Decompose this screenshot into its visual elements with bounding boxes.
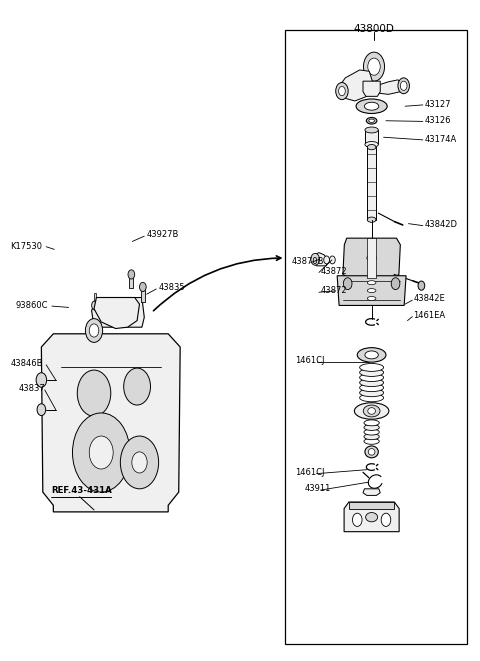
Bar xyxy=(141,289,145,302)
Text: REF.43-431A: REF.43-431A xyxy=(51,486,112,494)
Ellipse shape xyxy=(365,141,378,147)
Polygon shape xyxy=(363,81,380,97)
Text: 93860C: 93860C xyxy=(15,301,48,310)
Text: 43837: 43837 xyxy=(19,384,46,393)
Circle shape xyxy=(140,282,146,292)
Text: 43842D: 43842D xyxy=(424,221,457,229)
Circle shape xyxy=(77,370,111,416)
Circle shape xyxy=(336,83,348,100)
Text: 43126: 43126 xyxy=(424,116,451,125)
Text: 43800D: 43800D xyxy=(354,24,395,34)
Circle shape xyxy=(363,52,384,81)
Ellipse shape xyxy=(366,118,377,124)
Circle shape xyxy=(85,319,103,342)
Ellipse shape xyxy=(354,403,389,419)
Ellipse shape xyxy=(364,438,379,444)
Ellipse shape xyxy=(368,408,375,414)
Ellipse shape xyxy=(364,420,379,426)
Circle shape xyxy=(120,436,158,488)
Ellipse shape xyxy=(360,383,384,391)
Ellipse shape xyxy=(369,119,374,122)
Ellipse shape xyxy=(367,145,376,150)
Polygon shape xyxy=(343,238,400,278)
Circle shape xyxy=(89,436,113,469)
FancyArrowPatch shape xyxy=(154,256,281,311)
Circle shape xyxy=(132,452,147,473)
Text: 43842E: 43842E xyxy=(413,294,445,303)
Ellipse shape xyxy=(364,102,379,110)
Text: 43835: 43835 xyxy=(158,283,185,292)
Text: 43927B: 43927B xyxy=(147,230,179,239)
Ellipse shape xyxy=(363,405,380,417)
Text: 43872: 43872 xyxy=(321,266,347,276)
Bar xyxy=(94,293,96,301)
Circle shape xyxy=(124,368,151,405)
Text: 43174A: 43174A xyxy=(424,135,456,143)
Polygon shape xyxy=(92,297,144,327)
Circle shape xyxy=(381,513,391,526)
Circle shape xyxy=(89,324,99,337)
Ellipse shape xyxy=(365,351,378,359)
Text: 1461CJ: 1461CJ xyxy=(295,356,324,365)
Polygon shape xyxy=(41,334,180,512)
Text: 43870B: 43870B xyxy=(292,256,324,266)
Ellipse shape xyxy=(366,512,378,522)
Polygon shape xyxy=(337,276,406,305)
Text: 43127: 43127 xyxy=(424,100,451,109)
Ellipse shape xyxy=(360,394,384,402)
Ellipse shape xyxy=(365,446,378,458)
Circle shape xyxy=(338,87,345,96)
Ellipse shape xyxy=(356,99,387,114)
Ellipse shape xyxy=(367,281,376,285)
Text: 43846B: 43846B xyxy=(10,359,43,368)
Ellipse shape xyxy=(360,389,384,397)
Circle shape xyxy=(92,301,98,310)
Ellipse shape xyxy=(367,254,376,261)
Ellipse shape xyxy=(364,424,379,430)
Polygon shape xyxy=(338,70,374,101)
Text: 43911: 43911 xyxy=(305,485,331,493)
Ellipse shape xyxy=(368,449,375,455)
Ellipse shape xyxy=(367,297,376,301)
Polygon shape xyxy=(363,488,380,495)
Ellipse shape xyxy=(357,348,386,362)
Circle shape xyxy=(37,404,46,416)
Ellipse shape xyxy=(364,434,379,440)
Ellipse shape xyxy=(360,373,384,381)
Circle shape xyxy=(324,256,329,264)
Bar xyxy=(286,30,468,644)
Polygon shape xyxy=(344,502,399,531)
Circle shape xyxy=(36,373,47,387)
Ellipse shape xyxy=(360,369,384,377)
Text: 43872: 43872 xyxy=(321,286,347,295)
Bar xyxy=(367,147,376,219)
Polygon shape xyxy=(94,297,140,329)
Circle shape xyxy=(400,81,407,91)
Ellipse shape xyxy=(360,379,384,387)
Circle shape xyxy=(391,278,400,290)
Ellipse shape xyxy=(367,217,376,222)
Circle shape xyxy=(72,413,130,492)
Ellipse shape xyxy=(364,429,379,435)
Text: 1461EA: 1461EA xyxy=(413,311,445,320)
Circle shape xyxy=(343,278,352,290)
Polygon shape xyxy=(312,253,328,266)
Text: 1461CJ: 1461CJ xyxy=(295,468,324,477)
Ellipse shape xyxy=(365,127,378,133)
Bar xyxy=(365,130,378,145)
Text: K17530: K17530 xyxy=(10,241,42,251)
Circle shape xyxy=(311,253,320,265)
Circle shape xyxy=(329,256,335,264)
Polygon shape xyxy=(349,502,395,508)
Circle shape xyxy=(352,513,362,526)
Ellipse shape xyxy=(367,289,376,293)
Circle shape xyxy=(368,58,380,75)
Circle shape xyxy=(128,270,135,279)
Circle shape xyxy=(418,281,425,290)
Bar xyxy=(367,238,376,278)
Ellipse shape xyxy=(360,364,384,371)
Bar xyxy=(130,274,133,288)
Circle shape xyxy=(398,78,409,94)
Polygon shape xyxy=(374,80,403,95)
